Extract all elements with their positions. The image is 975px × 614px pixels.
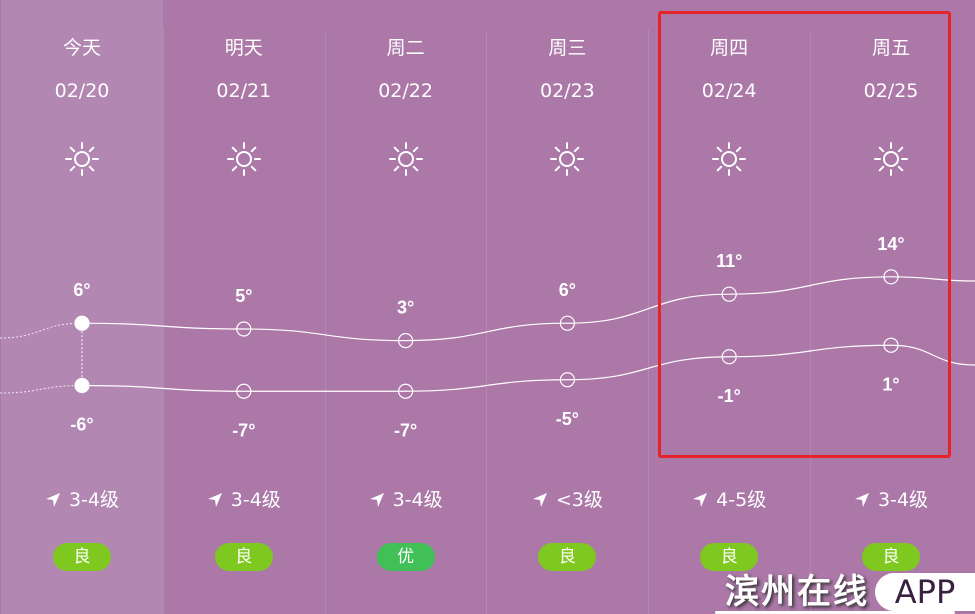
low-temp-label: -6° [70,415,93,435]
column-divider [810,30,811,614]
wind-level: 4-5级 [716,489,767,511]
day-date: 02/24 [701,80,757,102]
high-temp-label: 11° [716,251,742,271]
high-temp-point [883,269,899,285]
day-date: 02/20 [54,80,110,102]
watermark-underline [715,611,955,614]
wind-info: <3级 [486,485,648,512]
day-name: 今天 [62,37,101,59]
watermark-text: 滨州在线 [725,572,869,612]
low-temp-label: -5° [556,409,579,429]
sun-icon [711,141,747,177]
watermark-app: APP [875,573,975,611]
high-temp-point [559,315,576,331]
wind-direction-icon [45,489,69,511]
watermark-logo: 滨州在线 APP [715,572,975,614]
wind-info: 3-4级 [1,485,163,512]
aqi-badge: 优 [376,543,435,571]
wind-direction-icon [207,489,231,511]
sun-icon [388,141,424,177]
day-name: 周四 [710,37,749,59]
low-temp-line [81,344,975,392]
day-column[interactable]: 周三 02/23 <3级 良 [486,0,648,614]
low-temp-point [721,349,737,365]
day-name: 周二 [386,37,425,59]
aqi-badge: 良 [538,543,597,571]
day-name: 明天 [224,37,263,59]
low-line-past [0,385,83,394]
wind-info: 4-5级 [648,485,810,512]
high-temp-line [81,276,975,342]
highlight-box [658,11,951,458]
high-temp-point [721,286,737,302]
aqi-badge: 良 [53,543,111,571]
high-temp-point [74,315,90,331]
low-temp-point [883,337,899,353]
high-temp-label: 5° [235,286,252,306]
high-temp-label: 3° [397,298,414,318]
sun-icon [549,141,585,177]
column-divider [162,30,164,614]
day-column[interactable]: 周四 02/24 4-5级 良 [648,0,810,614]
wind-direction-icon [532,489,556,511]
sun-icon [64,141,100,177]
high-temp-label: 6° [559,280,576,300]
day-column[interactable]: 明天 02/21 3-4级 良 [163,0,325,614]
aqi-badge: 良 [862,543,920,571]
high-temp-label: 14° [877,234,904,254]
sun-icon [226,141,262,177]
wind-info: 3-4级 [163,485,325,512]
low-temp-point [398,383,414,399]
high-temp-point [236,321,252,337]
high-temp-label: 6° [73,280,90,300]
low-temp-point [559,372,576,388]
day-date: 02/21 [216,80,272,102]
aqi-badge: 良 [214,543,273,571]
wind-info: 3-4级 [325,485,487,512]
high-line-past [0,322,83,339]
day-date: 02/25 [863,80,919,102]
sun-icon [873,141,909,177]
low-temp-point [236,383,252,399]
low-temp-label: -7° [394,420,417,440]
low-temp-label: 1° [882,374,899,394]
wind-direction-icon [692,489,716,511]
wind-level: 3-4级 [68,489,120,511]
low-temp-label: -7° [232,420,255,440]
day-column[interactable]: 今天 02/20 3-4级 良 [1,0,163,614]
day-column[interactable]: 周二 02/22 3-4级 优 [325,0,487,614]
column-divider [648,30,650,614]
column-divider [486,30,488,614]
wind-direction-icon [854,489,878,511]
wind-level: 3-4级 [877,489,929,511]
wind-direction-icon [369,489,393,511]
aqi-badge: 良 [700,543,759,571]
wind-info: 3-4级 [810,485,972,512]
column-divider [324,30,326,614]
day-name: 周三 [548,37,587,59]
low-temp-label: -1° [718,386,741,406]
wind-level: <3级 [555,489,603,511]
wind-level: 3-4级 [230,489,281,511]
high-temp-point [398,333,414,349]
day-date: 02/23 [540,80,595,102]
day-date: 02/22 [378,80,433,102]
day-column[interactable]: 周五 02/25 3-4级 良 [810,0,972,614]
low-temp-point [74,377,90,394]
wind-level: 3-4级 [392,489,443,511]
day-name: 周五 [871,37,910,59]
